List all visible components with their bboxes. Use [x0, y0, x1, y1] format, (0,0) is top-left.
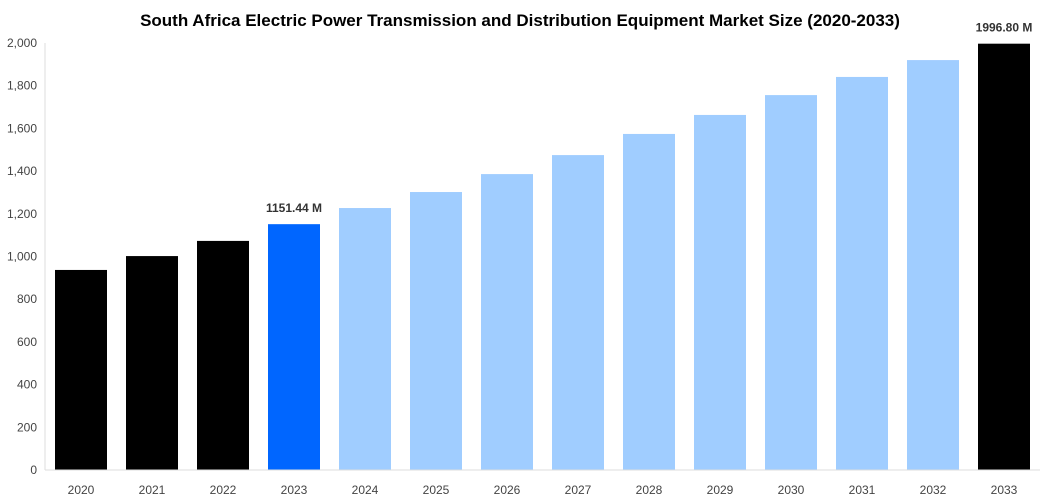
x-tick-label: 2031: [849, 483, 876, 497]
x-tick-label: 2026: [494, 483, 521, 497]
y-tick-label: 600: [17, 335, 37, 349]
bar-2024: [339, 208, 391, 470]
data-labels: 1151.44 M 1996.80 M: [266, 21, 1032, 215]
y-tick-label: 1,400: [7, 164, 37, 178]
bar-2031: [836, 76, 888, 470]
x-tick-label: 2024: [352, 483, 379, 497]
data-label: 1151.44 M: [266, 201, 322, 215]
bar-2025: [410, 192, 462, 470]
x-tick-label: 2020: [68, 483, 95, 497]
y-tick-label: 1,200: [7, 207, 37, 221]
x-axis: 2020 2021 2022 2023 2024 2025 2026 2027 2028 2029…: [45, 469, 1040, 497]
y-tick-label: 1,800: [7, 79, 37, 93]
x-tick-label: 2021: [139, 483, 166, 497]
bar-2027: [552, 155, 604, 470]
y-tick-label: 1,000: [7, 250, 37, 264]
data-label: 1996.80 M: [976, 21, 1033, 35]
x-tick-label: 2032: [920, 483, 947, 497]
bar-2020: [55, 269, 107, 470]
y-tick-label: 800: [17, 292, 37, 306]
x-tick-label: 2022: [210, 483, 237, 497]
y-tick-label: 200: [17, 420, 37, 434]
y-tick-label: 1,600: [7, 121, 37, 135]
y-tick-label: 400: [17, 378, 37, 392]
bar-2033: [978, 43, 1030, 471]
x-tick-label: 2028: [636, 483, 663, 497]
bars: [55, 43, 1030, 471]
y-axis: 0 200 400 600 800 1,000 1,200 1,400 1,600 1,800 2,…: [7, 36, 46, 477]
bar-2032: [907, 60, 959, 470]
x-tick-label: 2025: [423, 483, 450, 497]
x-tick-label: 2027: [565, 483, 592, 497]
bar-2029: [694, 114, 746, 471]
x-tick-label: 2033: [991, 483, 1018, 497]
bar-2023: [268, 224, 320, 470]
bar-2028: [623, 133, 675, 471]
bar-2026: [481, 174, 533, 471]
bar-2022: [197, 240, 249, 470]
x-tick-label: 2029: [707, 483, 734, 497]
bar-2030: [765, 95, 817, 471]
chart-title: South Africa Electric Power Transmission…: [140, 11, 900, 30]
bar-2021: [126, 256, 178, 470]
x-tick-label: 2023: [281, 483, 308, 497]
y-tick-label: 2,000: [7, 36, 37, 50]
y-tick-label: 0: [30, 463, 37, 477]
x-tick-label: 2030: [778, 483, 805, 497]
